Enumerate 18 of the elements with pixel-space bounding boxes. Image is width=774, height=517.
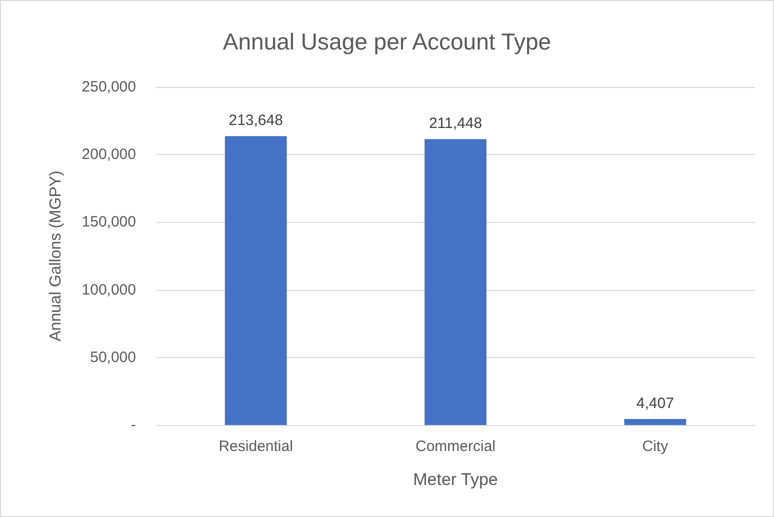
bar xyxy=(424,139,486,425)
y-axis-title: Annual Gallons (MGPY) xyxy=(48,170,64,342)
bar xyxy=(624,419,686,425)
y-tick-label: 50,000 xyxy=(90,348,136,366)
data-label: 211,448 xyxy=(428,115,482,132)
y-tick-label: 100,000 xyxy=(82,281,136,298)
x-tick-label: Residential xyxy=(218,438,293,455)
bar xyxy=(224,136,287,425)
y-tick-label: - xyxy=(131,416,136,434)
chart-title: Annual Usage per Account Type xyxy=(222,28,552,54)
y-tick-label: 150,000 xyxy=(82,214,136,231)
data-label: 4,407 xyxy=(636,395,674,412)
y-tick-label: 250,000 xyxy=(82,78,136,96)
x-tick-label: City xyxy=(642,438,669,455)
x-tick-label: Commercial xyxy=(415,438,496,455)
x-axis-title: Meter Type xyxy=(413,470,498,489)
y-tick-label: 200,000 xyxy=(82,146,136,164)
data-label: 213,648 xyxy=(228,112,283,130)
